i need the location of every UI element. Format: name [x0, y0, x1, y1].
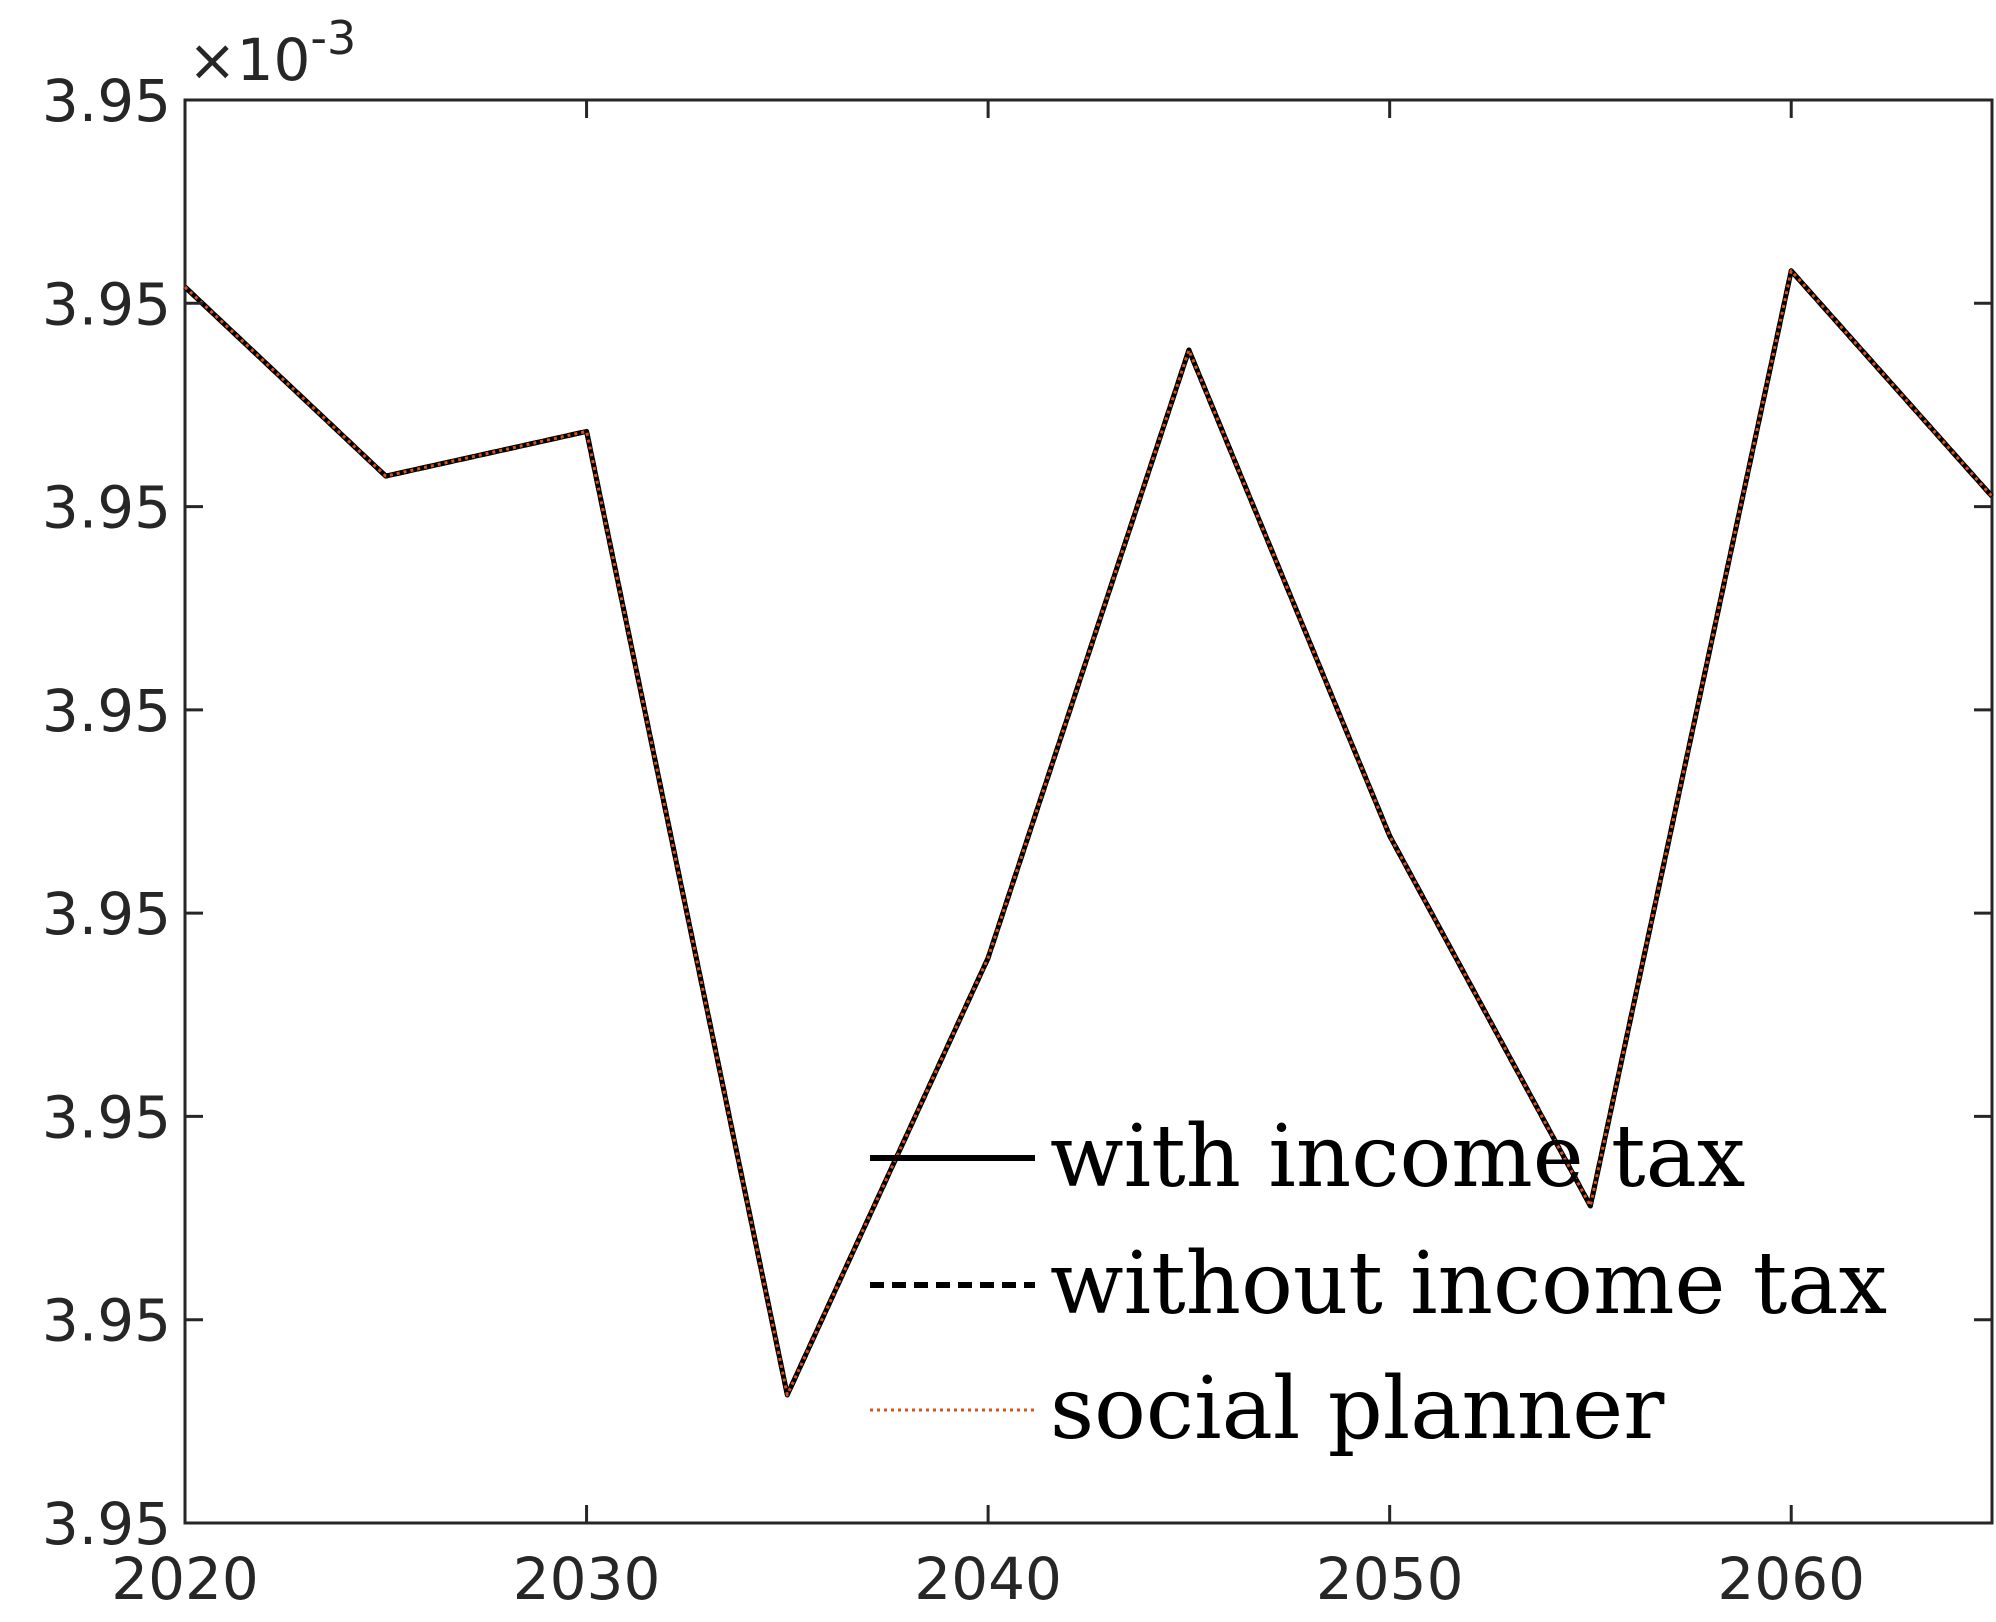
x-tick-label: 2050: [1316, 1545, 1464, 1613]
y-axis-exponent-power: -3: [310, 11, 356, 65]
legend-label-3: social planner: [1050, 1359, 1665, 1459]
y-tick-label: 3.95: [42, 1083, 171, 1151]
plot-area: [183, 98, 1994, 1525]
y-axis-exponent-base: ×10: [188, 26, 310, 94]
y-tick-labels: 3.95 3.95 3.95 3.95 3.95 3.95 3.95 3.95: [42, 67, 171, 1558]
y-tick-label: 3.95: [42, 880, 171, 948]
y-tick-label: 3.95: [42, 270, 171, 338]
legend: with income tax without income tax social …: [870, 1107, 1887, 1459]
x-tick-label: 2060: [1717, 1545, 1865, 1613]
x-tick-label: 2020: [111, 1545, 259, 1613]
y-tick-label: 3.95: [42, 1287, 171, 1355]
x-tick-label: 2030: [513, 1545, 661, 1613]
tick-layer: [183, 98, 1992, 1525]
y-tick-label: 3.95: [42, 677, 171, 745]
series-line-3: [183, 269, 1994, 1397]
x-tick-label: 2040: [914, 1545, 1062, 1613]
y-axis-exponent: ×10-3: [188, 11, 356, 94]
y-tick-label: 3.95: [42, 474, 171, 542]
x-tick-labels: 2020 2030 2040 2050 2060: [111, 1545, 1865, 1613]
y-tick-label: 3.95: [42, 67, 171, 135]
series-layer: [183, 268, 1994, 1398]
y-tick-label: 3.95: [42, 1490, 171, 1558]
legend-label-2: without income tax: [1050, 1234, 1887, 1334]
legend-label-1: with income tax: [1050, 1107, 1745, 1207]
